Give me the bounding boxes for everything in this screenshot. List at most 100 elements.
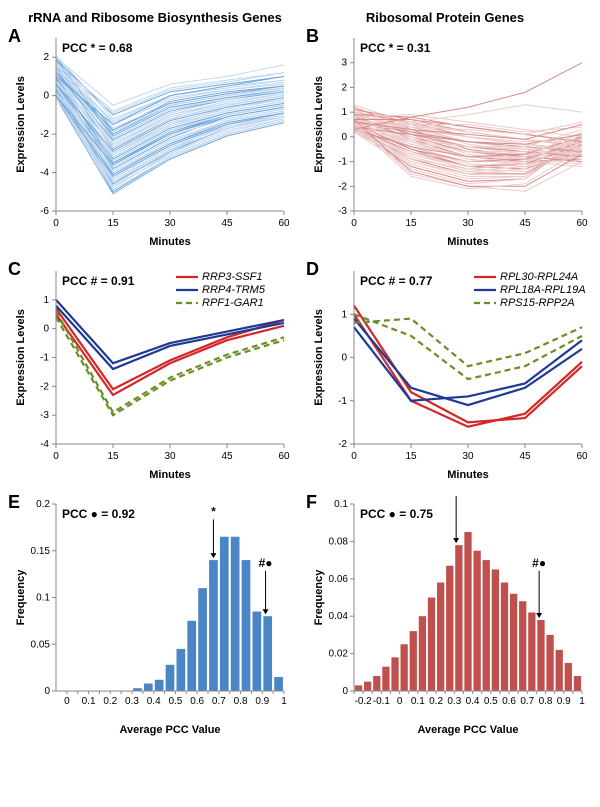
row-ef: E 00.050.10.150.200.10.20.30.40.50.60.70…	[10, 494, 590, 739]
svg-text:-4: -4	[40, 439, 49, 450]
svg-text:0.08: 0.08	[329, 536, 349, 547]
svg-text:30: 30	[462, 218, 474, 229]
svg-text:0.15: 0.15	[31, 545, 51, 556]
panel-c: C -4-3-2-101015304560MinutesExpression L…	[10, 261, 292, 486]
chart-a: -6-4-202015304560MinutesExpression Level…	[10, 28, 292, 253]
svg-text:0: 0	[43, 90, 49, 101]
svg-text:Minutes: Minutes	[447, 469, 489, 481]
svg-text:0.02: 0.02	[329, 648, 349, 659]
svg-text:0.1: 0.1	[36, 592, 50, 603]
svg-text:0.05: 0.05	[31, 639, 51, 650]
right-column-title: Ribosomal Protein Genes	[305, 10, 585, 26]
svg-text:45: 45	[221, 218, 233, 229]
svg-text:Expression Levels: Expression Levels	[313, 309, 325, 406]
svg-text:RRP4-TRM5: RRP4-TRM5	[202, 284, 266, 296]
svg-text:0.1: 0.1	[334, 499, 348, 510]
svg-text:15: 15	[107, 218, 119, 229]
svg-text:0.4: 0.4	[466, 696, 480, 707]
svg-text:Frequency: Frequency	[15, 568, 27, 625]
panel-c-letter: C	[8, 259, 21, 280]
svg-text:0: 0	[397, 696, 403, 707]
svg-text:RPS15-RPP2A: RPS15-RPP2A	[500, 297, 575, 309]
svg-text:RPL18A-RPL19A: RPL18A-RPL19A	[500, 284, 586, 296]
panel-f: F 00.020.040.060.080.1-0.2-0.100.10.20.3…	[308, 494, 590, 739]
svg-text:-1: -1	[40, 352, 49, 363]
svg-text:PCC ● = 0.75: PCC ● = 0.75	[360, 507, 433, 521]
svg-text:-3: -3	[338, 206, 347, 217]
chart-b: -3-2-10123015304560MinutesExpression Lev…	[308, 28, 590, 253]
svg-text:60: 60	[576, 451, 588, 462]
row-cd: C -4-3-2-101015304560MinutesExpression L…	[10, 261, 590, 486]
left-column-title: rRNA and Ribosome Biosynthesis Genes	[15, 10, 295, 26]
svg-text:2: 2	[43, 52, 49, 63]
svg-text:#●: #●	[532, 555, 546, 569]
svg-text:0.7: 0.7	[212, 696, 226, 707]
svg-text:-6: -6	[40, 206, 49, 217]
svg-text:0.6: 0.6	[190, 696, 204, 707]
column-titles: rRNA and Ribosome Biosynthesis Genes Rib…	[10, 10, 590, 26]
svg-text:0: 0	[64, 696, 70, 707]
svg-text:30: 30	[462, 451, 474, 462]
svg-text:0: 0	[351, 451, 357, 462]
svg-text:15: 15	[405, 451, 417, 462]
panel-e: E 00.050.10.150.200.10.20.30.40.50.60.70…	[10, 494, 292, 739]
svg-text:0: 0	[44, 686, 50, 697]
svg-text:RPF1-GAR1: RPF1-GAR1	[202, 297, 264, 309]
panel-a: A -6-4-202015304560MinutesExpression Lev…	[10, 28, 292, 253]
svg-text:0: 0	[341, 131, 347, 142]
svg-text:0.2: 0.2	[36, 499, 50, 510]
svg-text:60: 60	[278, 218, 290, 229]
svg-text:-2: -2	[40, 129, 49, 140]
svg-text:Average PCC Value: Average PCC Value	[119, 724, 220, 736]
svg-text:Minutes: Minutes	[447, 236, 489, 248]
svg-text:0.3: 0.3	[125, 696, 139, 707]
svg-text:Frequency: Frequency	[313, 568, 325, 625]
svg-text:2: 2	[341, 82, 347, 93]
svg-text:Expression Levels: Expression Levels	[15, 309, 27, 406]
chart-c: -4-3-2-101015304560MinutesExpression Lev…	[10, 261, 292, 486]
svg-text:RPL30-RPL24A: RPL30-RPL24A	[500, 271, 578, 283]
chart-e: 00.050.10.150.200.10.20.30.40.50.60.70.8…	[10, 494, 292, 739]
chart-f: 00.020.040.060.080.1-0.2-0.100.10.20.30.…	[308, 494, 590, 739]
svg-text:PCC * = 0.31: PCC * = 0.31	[360, 41, 431, 55]
svg-text:0.6: 0.6	[502, 696, 516, 707]
chart-d: -2-101015304560MinutesExpression LevelsP…	[308, 261, 590, 486]
svg-text:0.06: 0.06	[329, 573, 349, 584]
panel-d: D -2-101015304560MinutesExpression Level…	[308, 261, 590, 486]
svg-text:1: 1	[281, 696, 287, 707]
panel-b-letter: B	[306, 26, 319, 47]
svg-text:PCC ● = 0.92: PCC ● = 0.92	[62, 507, 135, 521]
svg-text:45: 45	[519, 451, 531, 462]
svg-text:45: 45	[519, 218, 531, 229]
svg-text:0.3: 0.3	[447, 696, 461, 707]
svg-text:PCC # = 0.91: PCC # = 0.91	[62, 274, 135, 288]
svg-text:1: 1	[579, 696, 585, 707]
svg-text:-1: -1	[338, 395, 347, 406]
svg-text:0.7: 0.7	[520, 696, 534, 707]
svg-text:0: 0	[53, 218, 59, 229]
svg-text:30: 30	[164, 218, 176, 229]
svg-text:30: 30	[164, 451, 176, 462]
svg-text:PCC * = 0.68: PCC * = 0.68	[62, 41, 133, 55]
svg-text:#●: #●	[259, 555, 273, 569]
panel-f-letter: F	[306, 492, 317, 513]
svg-text:Expression Levels: Expression Levels	[15, 76, 27, 173]
panel-e-letter: E	[8, 492, 20, 513]
svg-text:*: *	[211, 504, 216, 518]
svg-text:60: 60	[278, 451, 290, 462]
svg-text:-2: -2	[338, 181, 347, 192]
panel-d-letter: D	[306, 259, 319, 280]
svg-text:-2: -2	[40, 381, 49, 392]
panel-a-letter: A	[8, 26, 21, 47]
svg-text:0: 0	[43, 323, 49, 334]
svg-text:0: 0	[342, 686, 348, 697]
svg-text:0.4: 0.4	[147, 696, 161, 707]
svg-text:0.2: 0.2	[429, 696, 443, 707]
svg-text:-3: -3	[40, 410, 49, 421]
svg-text:Average PCC Value: Average PCC Value	[417, 724, 518, 736]
svg-text:0.04: 0.04	[329, 611, 349, 622]
figure: rRNA and Ribosome Biosynthesis Genes Rib…	[10, 10, 590, 739]
svg-text:60: 60	[576, 218, 588, 229]
svg-text:-0.1: -0.1	[373, 696, 391, 707]
svg-text:15: 15	[107, 451, 119, 462]
